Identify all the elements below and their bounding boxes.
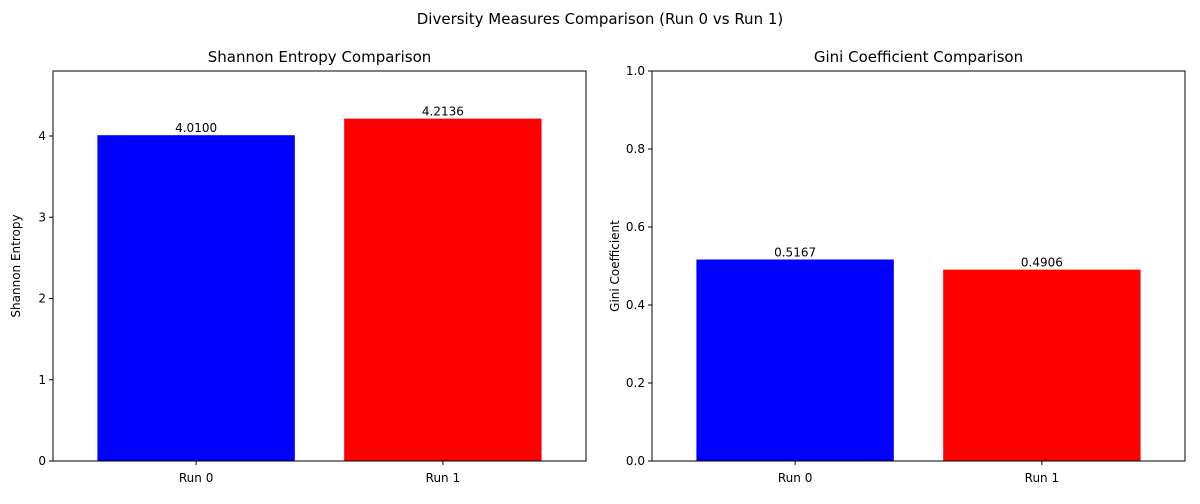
y-tick-label: 1.0 [626, 64, 645, 78]
bar-run-0 [696, 259, 894, 461]
bar-run-0 [97, 135, 295, 461]
bar-value-label: 0.5167 [774, 245, 816, 259]
y-tick-label: 1 [38, 373, 46, 387]
y-tick-label: 4 [38, 129, 46, 143]
bar-value-label: 0.4906 [1021, 256, 1063, 270]
plot-frame [651, 70, 1186, 462]
y-tick-label: 0.4 [626, 298, 645, 312]
chart-panel-2: Gini Coefficient Comparison Gini Coeffici… [608, 48, 1186, 485]
chart-panel-1: Shannon Entropy Comparison Shannon Entrop… [9, 48, 587, 485]
y-tick-label: 3 [38, 210, 46, 224]
bar-value-label: 4.2136 [422, 105, 464, 119]
y-tick-label: 0.6 [626, 220, 645, 234]
figure-suptitle: Diversity Measures Comparison (Run 0 vs … [417, 10, 784, 28]
bar-value-label: 4.0100 [175, 121, 217, 135]
x-tick-label: Run 0 [778, 471, 812, 485]
x-tick-label: Run 0 [179, 471, 213, 485]
y-tick-label: 0.8 [626, 142, 645, 156]
x-tick-label: Run 1 [426, 471, 460, 485]
y-tick-label: 2 [38, 292, 46, 306]
y-axis-label: Shannon Entropy [9, 214, 23, 317]
bar-run-1 [344, 118, 542, 462]
chart-title: Gini Coefficient Comparison [814, 48, 1023, 66]
x-tick-label: Run 1 [1025, 471, 1059, 485]
y-tick-label: 0.2 [626, 376, 645, 390]
plot-frame [52, 70, 587, 462]
y-tick-label: 0.0 [626, 454, 645, 468]
chart-title: Shannon Entropy Comparison [208, 48, 432, 66]
y-tick-label: 0 [38, 454, 46, 468]
bar-run-1 [943, 269, 1141, 461]
y-axis-label: Gini Coefficient [608, 220, 622, 312]
